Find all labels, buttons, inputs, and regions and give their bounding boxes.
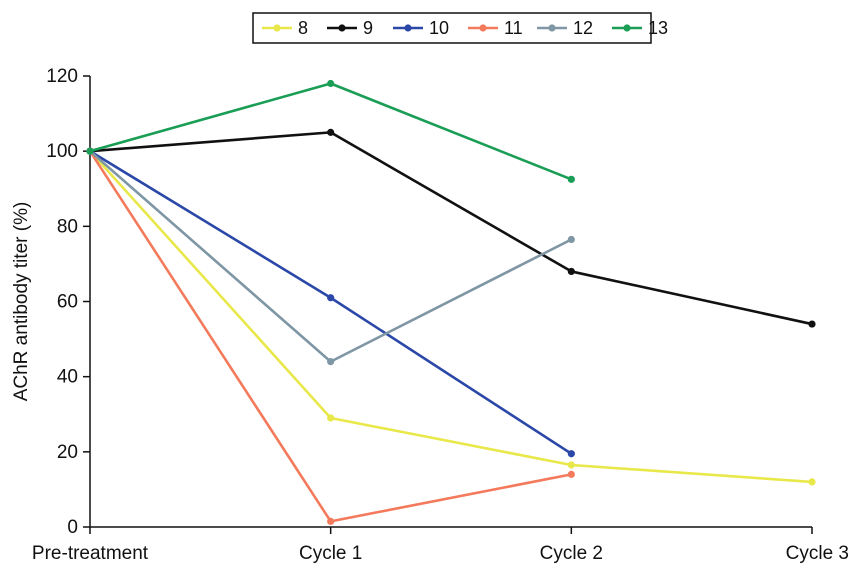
legend-box <box>252 12 652 44</box>
series-13 <box>86 79 575 183</box>
legend-label: 10 <box>429 18 449 38</box>
data-point <box>327 294 335 302</box>
data-point <box>567 450 575 458</box>
y-axis: 0 20 40 60 80 100 120 <box>46 66 91 538</box>
series-9 <box>86 128 816 328</box>
x-axis: Pre-treatment Cycle 1 Cycle 2 Cycle 3 <box>32 526 849 564</box>
data-point <box>327 358 335 366</box>
legend-swatch-marker <box>273 24 281 32</box>
x-tick-label: Pre-treatment <box>32 543 149 564</box>
legend-label: 13 <box>648 18 668 38</box>
y-tick-label: 0 <box>67 517 78 538</box>
y-tick-label: 60 <box>57 292 78 313</box>
y-tick-label: 40 <box>57 367 78 388</box>
y-axis-title: AChR antibody titer (%) <box>11 202 32 402</box>
data-point <box>567 175 575 183</box>
x-tick-label: Cycle 3 <box>786 543 849 564</box>
legend-item: 8 <box>262 18 308 38</box>
series-line-12 <box>89 150 572 363</box>
data-point <box>567 470 575 478</box>
y-tick-label: 100 <box>46 141 78 162</box>
series-layer <box>86 79 816 525</box>
legend-item: 13 <box>612 18 668 38</box>
y-tick-label: 80 <box>57 216 78 237</box>
x-tick-label: Cycle 2 <box>540 543 603 564</box>
data-point <box>567 267 575 276</box>
series-10 <box>86 147 575 458</box>
legend-swatch-marker <box>548 24 556 32</box>
legend-swatch-marker <box>404 24 412 32</box>
series-line-10 <box>89 150 573 455</box>
series-line-11 <box>88 150 572 523</box>
data-point <box>567 461 575 469</box>
legend: 8 9 10 11 12 13 <box>252 12 668 44</box>
data-point <box>327 79 335 88</box>
data-point <box>327 414 335 422</box>
series-line-9 <box>89 131 813 326</box>
y-tick-label: 20 <box>57 442 78 463</box>
legend-label: 11 <box>504 18 523 38</box>
data-point <box>567 235 575 244</box>
legend-item: 12 <box>537 18 593 38</box>
legend-label: 9 <box>363 18 373 38</box>
data-point <box>808 478 816 486</box>
series-line-8 <box>89 150 813 484</box>
data-point <box>808 320 816 328</box>
legend-swatch-marker <box>479 24 487 32</box>
y-tick-label: 120 <box>46 66 78 87</box>
data-point <box>86 147 94 155</box>
series-11 <box>86 147 575 525</box>
data-point <box>327 517 335 525</box>
legend-swatch-marker <box>338 24 346 32</box>
legend-label: 8 <box>298 18 308 38</box>
x-tick-label: Cycle 1 <box>299 543 362 564</box>
legend-label: 12 <box>573 18 593 38</box>
legend-item: 11 <box>468 18 523 38</box>
legend-item: 9 <box>327 18 373 38</box>
legend-item: 10 <box>393 18 449 38</box>
series-8 <box>86 147 816 486</box>
data-point <box>327 128 335 136</box>
legend-swatch-marker <box>623 24 631 32</box>
